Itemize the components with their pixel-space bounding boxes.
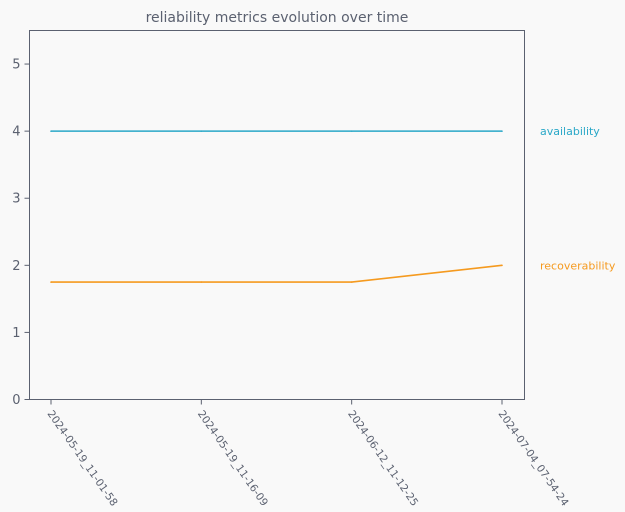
series-line-recoverability <box>51 264 503 283</box>
legend-label-availability: availability <box>540 125 600 138</box>
y-tick-label: 1 <box>12 326 20 341</box>
data-point-recoverability <box>200 281 203 283</box>
data-point-recoverability <box>501 264 503 267</box>
chart-title: reliability metrics evolution over time <box>146 10 409 26</box>
legend: availability recoverability <box>540 125 616 272</box>
legend-label-recoverability: recoverability <box>540 259 616 272</box>
y-tick-label: 5 <box>12 58 20 73</box>
plot-area-frame <box>29 30 525 400</box>
y-axis: 0 1 2 3 4 5 <box>12 58 30 408</box>
y-tick-label: 3 <box>12 192 20 207</box>
data-point-availability <box>200 130 203 132</box>
series-lines <box>50 130 503 283</box>
data-point-recoverability <box>50 281 52 283</box>
data-point-recoverability <box>350 281 353 283</box>
y-tick-label: 0 <box>12 393 20 408</box>
data-point-availability <box>501 130 503 132</box>
y-tick-label: 4 <box>12 125 20 140</box>
data-point-availability <box>50 130 52 132</box>
data-point-availability <box>350 130 353 132</box>
y-tick-label: 2 <box>12 259 20 274</box>
